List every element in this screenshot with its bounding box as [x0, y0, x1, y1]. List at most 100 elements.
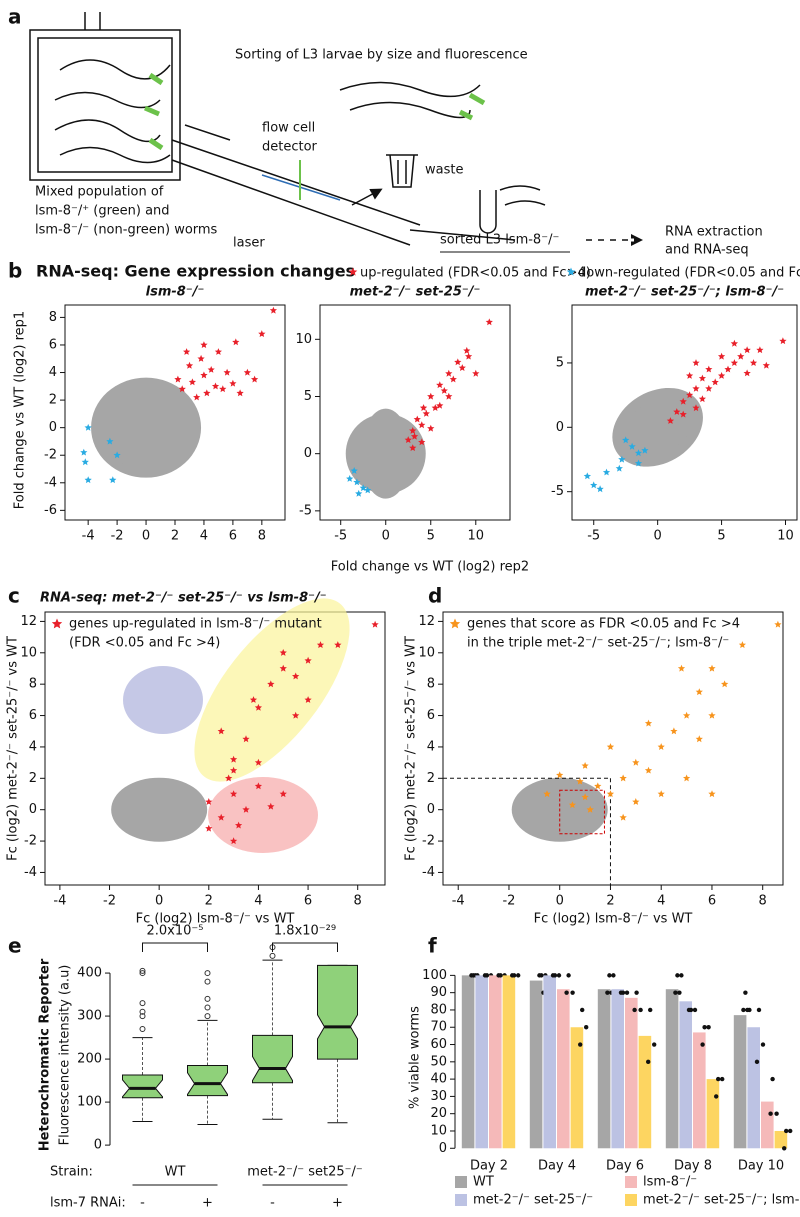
plot-frame — [319, 304, 511, 521]
point — [258, 330, 266, 337]
point — [698, 374, 706, 382]
x-tick-label: 2 — [606, 894, 614, 909]
replicate-dot — [578, 1042, 583, 1047]
y-axis-label: % viable worms — [408, 1006, 423, 1109]
replicate-dot — [686, 1007, 692, 1013]
y-tick-label: 100 — [422, 968, 447, 983]
point — [304, 656, 312, 664]
x-tick-label: Day 4 — [538, 1159, 576, 1174]
point — [628, 442, 636, 450]
point — [267, 802, 275, 810]
point — [371, 620, 379, 628]
point — [602, 468, 611, 476]
point — [657, 743, 665, 750]
x-axis-label: Fold change vs WT (log2) rep2 — [331, 560, 529, 575]
x-axis-label: Fc (log2) lsm-8⁻/⁻ vs WT — [534, 912, 693, 927]
green-worm-tails — [144, 72, 164, 151]
point — [254, 758, 262, 766]
y-tick-label: 90 — [430, 985, 447, 1000]
y-tick-label: 8 — [427, 677, 435, 692]
replicate-dot — [741, 1007, 746, 1013]
point — [670, 727, 678, 735]
point — [683, 711, 691, 719]
bar — [679, 1001, 692, 1149]
point — [657, 790, 665, 798]
y-axis-label: Fc (log2) met-2⁻/⁻ set-25⁻/⁻ vs WT — [6, 636, 21, 861]
point — [692, 404, 700, 412]
legend-text: WT — [473, 1175, 494, 1190]
a-text: lsm-8⁻/⁻ (non-green) worms — [35, 223, 218, 238]
y-tick-label: 6 — [49, 337, 57, 352]
arrows — [184, 124, 380, 206]
x-tick-label: -2 — [103, 894, 116, 909]
outlier — [139, 1000, 146, 1007]
point — [203, 389, 211, 397]
point — [230, 766, 238, 774]
replicate-dot — [706, 1025, 711, 1030]
point — [279, 790, 287, 798]
bar — [761, 1101, 774, 1149]
y-tick-label: -6 — [44, 503, 57, 518]
point — [698, 395, 706, 403]
background-cloud — [360, 408, 411, 499]
sorted-worms — [339, 81, 546, 206]
point — [236, 389, 244, 397]
test-tube — [479, 190, 497, 234]
replicate-dot — [714, 1094, 719, 1099]
point — [596, 485, 604, 493]
legend-symbol — [449, 618, 461, 629]
y-tick-label: 2 — [49, 393, 57, 408]
replicate-dot — [774, 1111, 779, 1116]
bar — [638, 1035, 652, 1149]
x-tick-label: Day 6 — [606, 1159, 644, 1174]
panel-label: c — [8, 584, 20, 608]
y-tick-label: 400 — [77, 966, 102, 981]
point — [679, 410, 687, 418]
point — [594, 782, 602, 790]
inlet — [84, 12, 101, 30]
x-tick-label: 2 — [171, 529, 179, 544]
y-axis-label: Fluorescence intensity (a.u) — [58, 965, 73, 1146]
replicate-dot — [679, 973, 684, 978]
group-label: WT — [165, 1165, 186, 1180]
point — [418, 438, 426, 446]
a-text: laser — [233, 236, 265, 251]
point — [692, 384, 700, 392]
point — [711, 378, 719, 386]
chart-title: met-2⁻/⁻ set-25⁻/⁻; lsm-8⁻/⁻ — [585, 285, 784, 300]
point — [223, 368, 231, 376]
legend-text: in the triple met-2⁻/⁻ set-25⁻/⁻; lsm-8⁻… — [467, 636, 729, 651]
replicate-dot — [743, 990, 748, 995]
point — [686, 372, 694, 379]
point — [743, 369, 751, 377]
point — [84, 423, 92, 431]
point — [756, 346, 764, 354]
point — [692, 359, 700, 366]
point — [404, 436, 412, 443]
highlight-box — [559, 789, 605, 835]
x-tick-label: 4 — [657, 894, 665, 909]
panel-label: d — [428, 584, 442, 608]
y-tick-label: 8 — [49, 310, 57, 325]
point — [543, 790, 551, 798]
y-tick-label: 20 — [430, 1106, 447, 1121]
y-tick-label: -5 — [299, 503, 312, 518]
point — [84, 476, 92, 484]
panel-label: b — [8, 259, 22, 283]
point — [730, 339, 738, 347]
point — [705, 384, 713, 392]
y-tick-label: 10 — [418, 645, 435, 660]
point — [230, 755, 238, 763]
x-tick-label: 5 — [427, 529, 435, 544]
y-tick-label: 0 — [439, 1141, 447, 1156]
point — [622, 436, 630, 444]
panel-label: e — [8, 934, 22, 958]
point — [619, 813, 627, 821]
point — [292, 672, 300, 680]
point — [743, 346, 751, 354]
x-tick-label: 0 — [155, 894, 163, 909]
replicate-dot — [469, 973, 474, 978]
legend-text: met-2⁻/⁻ set-25⁻/⁻ — [473, 1193, 593, 1208]
point — [200, 341, 208, 348]
a-text: waste — [425, 163, 463, 178]
